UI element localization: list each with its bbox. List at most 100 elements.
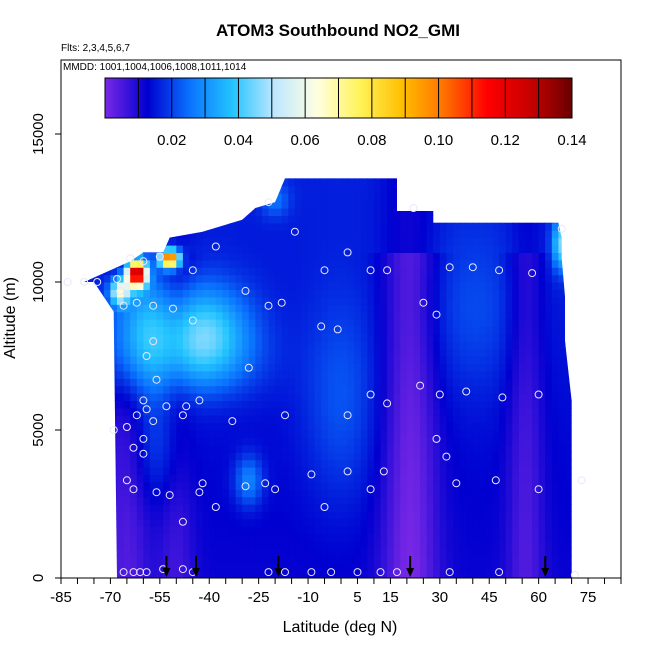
field-cell <box>433 200 441 209</box>
field-cell <box>275 185 283 194</box>
field-cell <box>413 208 421 216</box>
field-cell <box>255 245 263 253</box>
field-cell <box>321 178 329 187</box>
field-cell <box>288 319 296 327</box>
field-cell <box>572 430 579 438</box>
field-cell <box>235 326 243 335</box>
field-cell <box>222 164 229 172</box>
field-cell <box>275 430 283 438</box>
field-cell <box>538 481 546 490</box>
field-cell <box>84 496 85 505</box>
field-cell <box>189 341 197 350</box>
field-cell <box>169 496 177 505</box>
field-cell <box>136 326 144 335</box>
field-cell <box>420 437 428 446</box>
field-cell <box>301 526 309 535</box>
field-cell <box>196 319 204 327</box>
field-cell <box>196 348 204 357</box>
field-cell <box>281 385 289 394</box>
field-cell <box>294 481 303 490</box>
field-cell <box>123 370 131 379</box>
field-cell <box>406 222 415 231</box>
field-cell <box>341 393 349 401</box>
field-cell <box>367 178 375 179</box>
field-cell <box>169 304 177 313</box>
sample-point <box>307 568 316 577</box>
field-cell <box>189 452 197 461</box>
field-cell <box>136 363 144 372</box>
field-cell <box>294 563 303 572</box>
field-cell <box>479 437 487 446</box>
field-cell <box>327 370 335 379</box>
field-cell <box>492 252 500 261</box>
field-cell <box>420 230 428 239</box>
field-cell <box>499 570 507 578</box>
field-cell <box>334 296 342 305</box>
field-cell <box>84 319 92 327</box>
field-cell <box>209 496 217 505</box>
field-cell <box>202 326 210 335</box>
field-cell <box>558 208 566 216</box>
field-cell <box>485 178 494 187</box>
field-cell <box>545 200 553 209</box>
field-cell <box>268 541 276 549</box>
field-cell <box>479 563 487 572</box>
field-cell <box>532 178 540 187</box>
field-cell <box>130 489 138 498</box>
field-cell <box>572 275 579 283</box>
field-cell <box>572 511 579 519</box>
field-cell <box>314 296 322 305</box>
field-cell <box>143 541 151 549</box>
field-cell <box>565 185 572 194</box>
field-cell <box>321 245 329 253</box>
field-cell <box>505 533 513 542</box>
field-cell <box>439 267 447 276</box>
field-cell <box>156 200 164 209</box>
field-cell <box>84 178 92 179</box>
field-cell <box>393 178 401 187</box>
field-cell <box>222 511 230 520</box>
field-cell <box>545 311 553 320</box>
field-cell <box>453 378 461 387</box>
field-cell <box>551 563 559 572</box>
field-cell <box>373 370 382 379</box>
field-cell <box>308 393 316 401</box>
field-cell <box>532 541 540 549</box>
field-cell <box>90 467 98 475</box>
field-cell <box>235 407 243 416</box>
field-cell <box>380 467 388 475</box>
field-cell <box>400 341 408 350</box>
field-cell <box>308 267 316 276</box>
field-cell <box>459 415 467 424</box>
field-cell <box>512 341 520 350</box>
field-cell <box>545 430 553 438</box>
field-cell <box>525 282 533 290</box>
field-cell <box>439 496 447 505</box>
field-cell <box>308 252 316 261</box>
field-cell <box>182 245 191 253</box>
field-cell <box>209 326 217 335</box>
field-cell <box>189 348 197 357</box>
field-cell <box>347 348 355 357</box>
field-cell <box>551 504 559 512</box>
field-cell <box>294 237 303 246</box>
field-cell <box>373 504 382 512</box>
field-cell <box>149 311 158 320</box>
field-cell <box>169 370 177 379</box>
field-cell <box>110 341 118 350</box>
field-cell <box>518 274 527 283</box>
field-cell <box>572 245 579 253</box>
field-cell <box>202 400 210 409</box>
field-cell <box>97 563 105 572</box>
field-cell <box>532 548 540 557</box>
field-cell <box>182 282 191 290</box>
field-cell <box>413 378 421 387</box>
field-cell <box>499 385 507 394</box>
field-cell <box>406 274 415 283</box>
field-cell <box>209 563 217 572</box>
field-cell <box>341 333 349 342</box>
field-cell <box>373 259 382 268</box>
field-cell <box>275 548 283 557</box>
field-cell <box>235 237 243 246</box>
field-cell <box>169 326 177 335</box>
